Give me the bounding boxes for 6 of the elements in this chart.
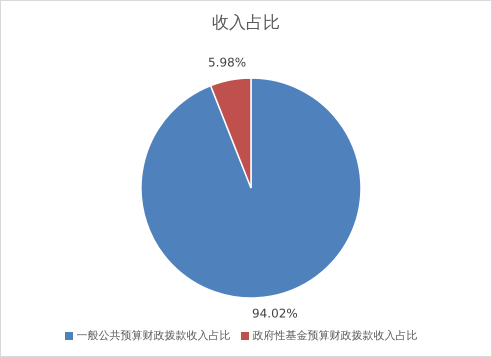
chart-title: 收入占比 <box>211 12 281 34</box>
data-label: 5.98% <box>208 55 246 70</box>
pie-slice <box>140 77 362 299</box>
legend-label: 政府性基金预算财政拨款收入占比 <box>252 329 418 342</box>
legend-label: 一般公共预算财政拨款收入占比 <box>76 329 230 342</box>
data-label: 94.02% <box>252 306 298 321</box>
